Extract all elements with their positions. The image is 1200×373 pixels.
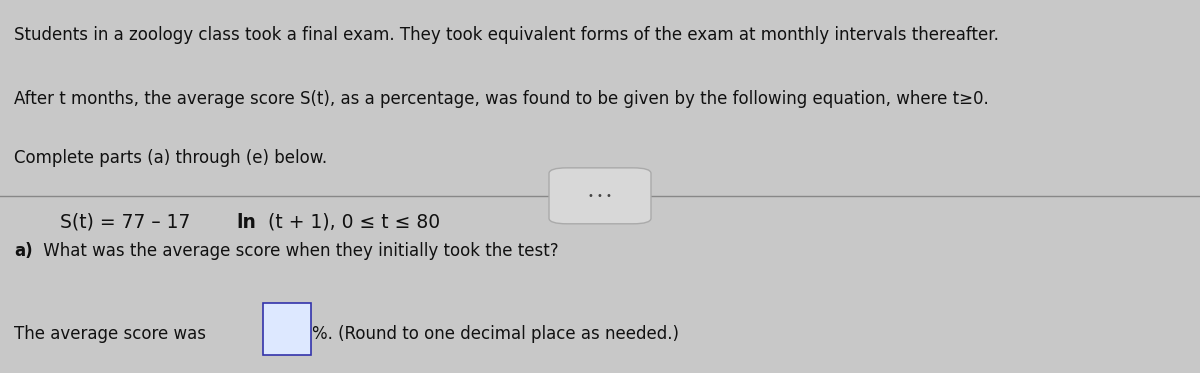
Text: What was the average score when they initially took the test?: What was the average score when they ini… xyxy=(38,242,559,260)
Text: (t + 1), 0 ≤ t ≤ 80: (t + 1), 0 ≤ t ≤ 80 xyxy=(262,213,439,232)
Text: Students in a zoology class took a final exam. They took equivalent forms of the: Students in a zoology class took a final… xyxy=(14,26,1000,44)
Text: ln: ln xyxy=(236,213,256,232)
Text: • • •: • • • xyxy=(588,191,612,201)
Text: %. (Round to one decimal place as needed.): %. (Round to one decimal place as needed… xyxy=(312,325,679,342)
FancyBboxPatch shape xyxy=(550,168,650,224)
Text: S(t) = 77 – 17: S(t) = 77 – 17 xyxy=(60,213,197,232)
FancyBboxPatch shape xyxy=(263,303,311,355)
Text: After t months, the average score S(t), as a percentage, was found to be given b: After t months, the average score S(t), … xyxy=(14,90,989,107)
Text: The average score was: The average score was xyxy=(14,325,211,342)
Text: a): a) xyxy=(14,242,34,260)
Text: Complete parts (a) through (e) below.: Complete parts (a) through (e) below. xyxy=(14,149,328,167)
